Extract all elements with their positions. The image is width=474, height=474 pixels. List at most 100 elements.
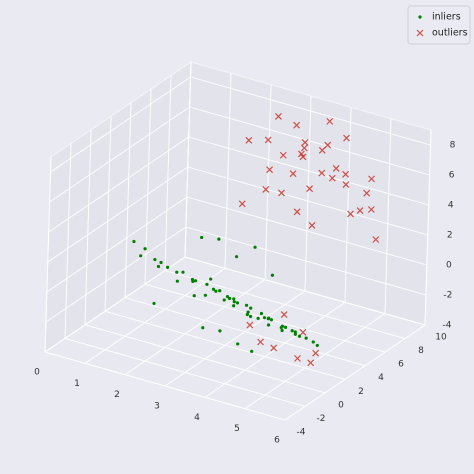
outlier-point bbox=[246, 321, 254, 329]
outlier-point bbox=[264, 136, 272, 144]
grid-line bbox=[124, 102, 132, 298]
y-tick-label: -4 bbox=[297, 428, 306, 438]
inlier-point bbox=[143, 247, 147, 251]
legend-label: outliers bbox=[432, 28, 468, 39]
inlier-point bbox=[222, 298, 226, 302]
inlier-point bbox=[253, 245, 257, 249]
outlier-point bbox=[363, 189, 371, 197]
inlier-point bbox=[175, 270, 179, 274]
grid-line bbox=[124, 279, 266, 376]
inlier-point bbox=[203, 293, 207, 297]
inlier-point bbox=[166, 265, 170, 270]
inlier-point bbox=[175, 279, 179, 283]
inlier-point bbox=[245, 312, 249, 317]
inlier-point bbox=[181, 270, 185, 274]
outlier-point bbox=[343, 134, 350, 142]
outlier-point bbox=[324, 141, 332, 149]
inlier-point bbox=[311, 340, 315, 344]
grid-line bbox=[190, 76, 431, 146]
y-tick-label: 10 bbox=[435, 333, 447, 343]
inlier-point bbox=[283, 325, 288, 329]
z-tick-label: 4 bbox=[448, 201, 454, 211]
outlier-point bbox=[245, 136, 253, 144]
outlier-point bbox=[262, 186, 270, 193]
inlier-point bbox=[304, 336, 308, 340]
legend-box bbox=[407, 5, 471, 45]
inlier-point bbox=[191, 279, 195, 284]
outlier-point bbox=[299, 153, 307, 161]
inlier-point bbox=[262, 316, 267, 320]
grid-line bbox=[164, 290, 306, 387]
grid-line bbox=[164, 270, 406, 340]
x-tick-label: 0 bbox=[34, 368, 40, 378]
inlier-point bbox=[266, 323, 271, 327]
inlier-point bbox=[232, 300, 236, 304]
outlier-point bbox=[238, 200, 246, 208]
grid-line bbox=[184, 61, 192, 258]
inlier-point bbox=[234, 255, 239, 259]
grid-line bbox=[46, 196, 188, 293]
x-tick-label: 3 bbox=[154, 402, 160, 412]
inlier-point bbox=[153, 257, 157, 262]
outlier-point bbox=[257, 338, 264, 346]
grid-line bbox=[49, 106, 190, 203]
inlier-point bbox=[139, 254, 143, 258]
inlier-point bbox=[293, 330, 297, 334]
inlier-point bbox=[200, 235, 204, 240]
inlier-point bbox=[256, 316, 260, 320]
inlier-point bbox=[236, 342, 240, 346]
outlier-point bbox=[372, 236, 380, 243]
grid-line bbox=[44, 351, 286, 421]
grid-line bbox=[44, 156, 52, 353]
outlier-point bbox=[308, 221, 316, 229]
grid-line bbox=[64, 337, 306, 407]
grid-line bbox=[184, 256, 426, 326]
inlier-point bbox=[290, 329, 294, 333]
outlier-point bbox=[332, 165, 340, 172]
inlier-point bbox=[270, 273, 274, 277]
z-tick-label: 2 bbox=[447, 231, 453, 241]
grid-line bbox=[384, 118, 392, 314]
inlier-point bbox=[249, 306, 253, 310]
inlier-point bbox=[232, 297, 236, 301]
grid-line bbox=[244, 313, 386, 410]
grid-line bbox=[48, 136, 189, 233]
panes bbox=[43, 61, 432, 421]
outlier-point bbox=[328, 174, 336, 182]
legend: inliers outliers bbox=[407, 5, 471, 45]
inlier-point bbox=[315, 343, 319, 348]
y-tick-label: 2 bbox=[358, 387, 364, 397]
outlier-point bbox=[416, 29, 424, 37]
outlier-point bbox=[278, 189, 285, 197]
outlier-point bbox=[307, 359, 315, 367]
grid-line bbox=[188, 136, 429, 206]
outlier-point bbox=[326, 117, 334, 125]
outlier-point bbox=[289, 170, 297, 178]
grid-line bbox=[104, 116, 112, 312]
inlier-point bbox=[267, 316, 271, 320]
grid-line bbox=[185, 226, 427, 296]
inlier-point bbox=[280, 328, 284, 333]
grid-line bbox=[144, 89, 152, 285]
inlier-point bbox=[244, 303, 249, 307]
grid-line bbox=[304, 95, 312, 292]
grid-line bbox=[264, 84, 272, 280]
z-tick-label: 8 bbox=[450, 141, 456, 151]
outlier-point bbox=[293, 121, 301, 129]
grid-line bbox=[186, 196, 427, 266]
outlier-point bbox=[312, 349, 320, 357]
grid bbox=[44, 61, 432, 421]
grid-line bbox=[224, 73, 232, 269]
grid-line bbox=[104, 310, 346, 380]
inlier-point bbox=[205, 282, 209, 286]
grid-line bbox=[84, 129, 92, 325]
z-tick-label: 0 bbox=[446, 261, 452, 271]
outlier-point bbox=[266, 166, 273, 174]
grid-line bbox=[187, 166, 428, 236]
outlier-point bbox=[318, 169, 326, 177]
grid-line bbox=[50, 76, 191, 173]
marks bbox=[132, 113, 380, 367]
x-tick-label: 6 bbox=[274, 436, 280, 446]
grid-line bbox=[47, 166, 189, 263]
